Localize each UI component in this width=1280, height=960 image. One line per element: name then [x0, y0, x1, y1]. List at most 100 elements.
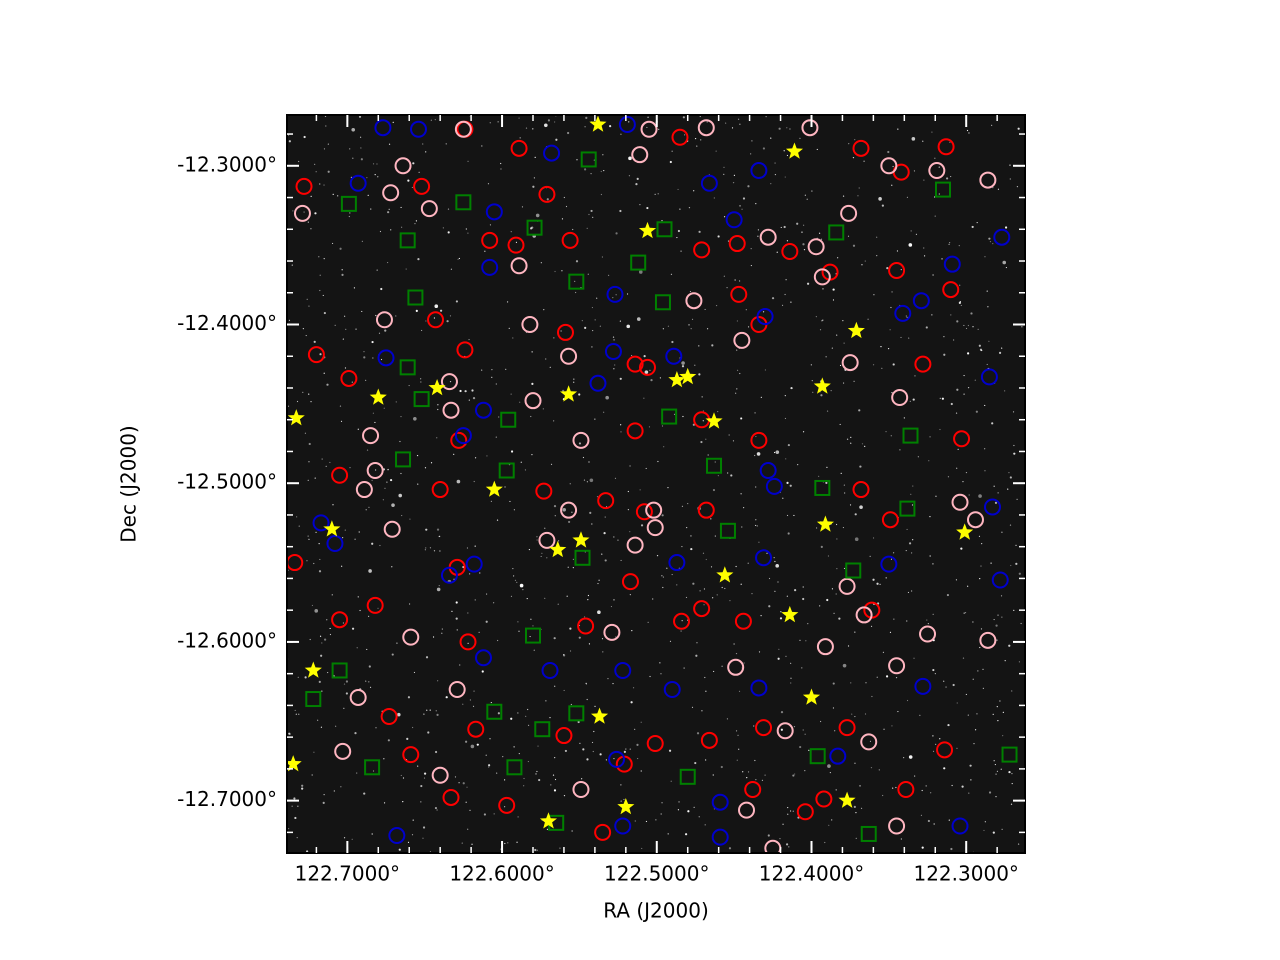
background-star — [891, 291, 893, 293]
background-star — [790, 301, 792, 303]
background-star — [561, 218, 564, 220]
background-star — [620, 559, 622, 562]
source-square — [455, 194, 472, 211]
background-star — [993, 760, 995, 762]
background-star — [570, 703, 572, 706]
background-star — [784, 417, 787, 420]
background-star — [774, 162, 776, 164]
background-star — [344, 529, 346, 531]
background-star — [1009, 164, 1011, 166]
background-star — [887, 150, 890, 154]
background-star — [565, 205, 568, 208]
background-star — [640, 721, 642, 723]
background-star — [368, 569, 372, 573]
background-star — [632, 687, 635, 689]
background-star — [716, 594, 718, 596]
background-star — [757, 229, 759, 231]
background-star — [910, 230, 912, 232]
background-star — [826, 598, 829, 602]
background-star — [694, 364, 696, 366]
background-star — [437, 404, 439, 406]
source-star — [638, 221, 657, 239]
background-star — [854, 513, 857, 516]
background-star — [384, 329, 387, 332]
background-star — [892, 787, 894, 789]
source-star — [617, 798, 635, 815]
source-circle — [852, 139, 870, 157]
background-star — [307, 535, 309, 537]
background-star — [357, 596, 359, 598]
background-star — [594, 705, 596, 707]
background-star — [636, 743, 639, 746]
background-star — [439, 309, 443, 312]
background-star — [850, 442, 852, 444]
background-star — [768, 605, 771, 608]
background-star — [797, 463, 799, 466]
background-star — [785, 458, 787, 460]
background-star — [698, 373, 701, 376]
background-star — [573, 378, 575, 380]
background-star — [699, 115, 701, 118]
background-star — [1001, 616, 1003, 618]
background-star — [577, 720, 580, 724]
background-star — [575, 291, 577, 294]
background-star — [400, 206, 402, 209]
source-circle — [626, 422, 644, 440]
background-star — [442, 227, 444, 229]
background-star — [356, 772, 358, 774]
background-star — [569, 650, 572, 652]
background-star — [981, 543, 983, 545]
background-star — [462, 782, 465, 785]
background-star — [885, 675, 889, 678]
background-star — [608, 274, 610, 276]
background-star — [649, 369, 651, 371]
background-star — [738, 280, 741, 282]
background-star — [303, 211, 305, 213]
background-star — [661, 514, 664, 517]
background-star — [620, 800, 622, 802]
background-star — [858, 409, 861, 412]
background-star — [522, 588, 524, 591]
background-star — [369, 686, 372, 688]
background-star — [409, 518, 411, 520]
background-star — [847, 235, 850, 237]
source-circle — [668, 554, 686, 572]
background-star — [380, 287, 383, 291]
source-square — [630, 254, 647, 271]
source-circle — [756, 308, 774, 326]
background-star — [314, 477, 316, 479]
background-star — [308, 538, 310, 540]
source-star — [813, 377, 831, 394]
background-star — [601, 638, 604, 640]
background-star — [870, 625, 873, 628]
background-star — [690, 328, 692, 330]
background-star — [728, 434, 730, 436]
background-star — [588, 643, 591, 645]
source-star — [369, 388, 387, 405]
background-star — [827, 555, 830, 557]
background-star — [598, 579, 600, 581]
background-star — [855, 811, 857, 814]
background-star — [395, 315, 397, 317]
source-circle — [991, 571, 1009, 589]
source-circle — [993, 228, 1011, 246]
background-star — [897, 710, 899, 713]
background-star — [510, 231, 512, 233]
background-star — [612, 336, 615, 338]
background-star — [439, 535, 441, 537]
background-star — [850, 682, 852, 684]
background-star — [958, 301, 961, 304]
background-star — [586, 698, 588, 701]
source-circle — [307, 346, 325, 364]
source-circle — [474, 649, 492, 667]
background-star — [529, 635, 531, 638]
background-star — [645, 467, 647, 470]
background-star — [939, 738, 941, 740]
background-star — [310, 228, 312, 230]
background-star — [997, 492, 999, 494]
background-star — [298, 713, 300, 715]
source-circle — [556, 323, 574, 341]
background-star — [908, 243, 913, 247]
source-circle — [953, 430, 971, 448]
background-star — [532, 185, 535, 188]
